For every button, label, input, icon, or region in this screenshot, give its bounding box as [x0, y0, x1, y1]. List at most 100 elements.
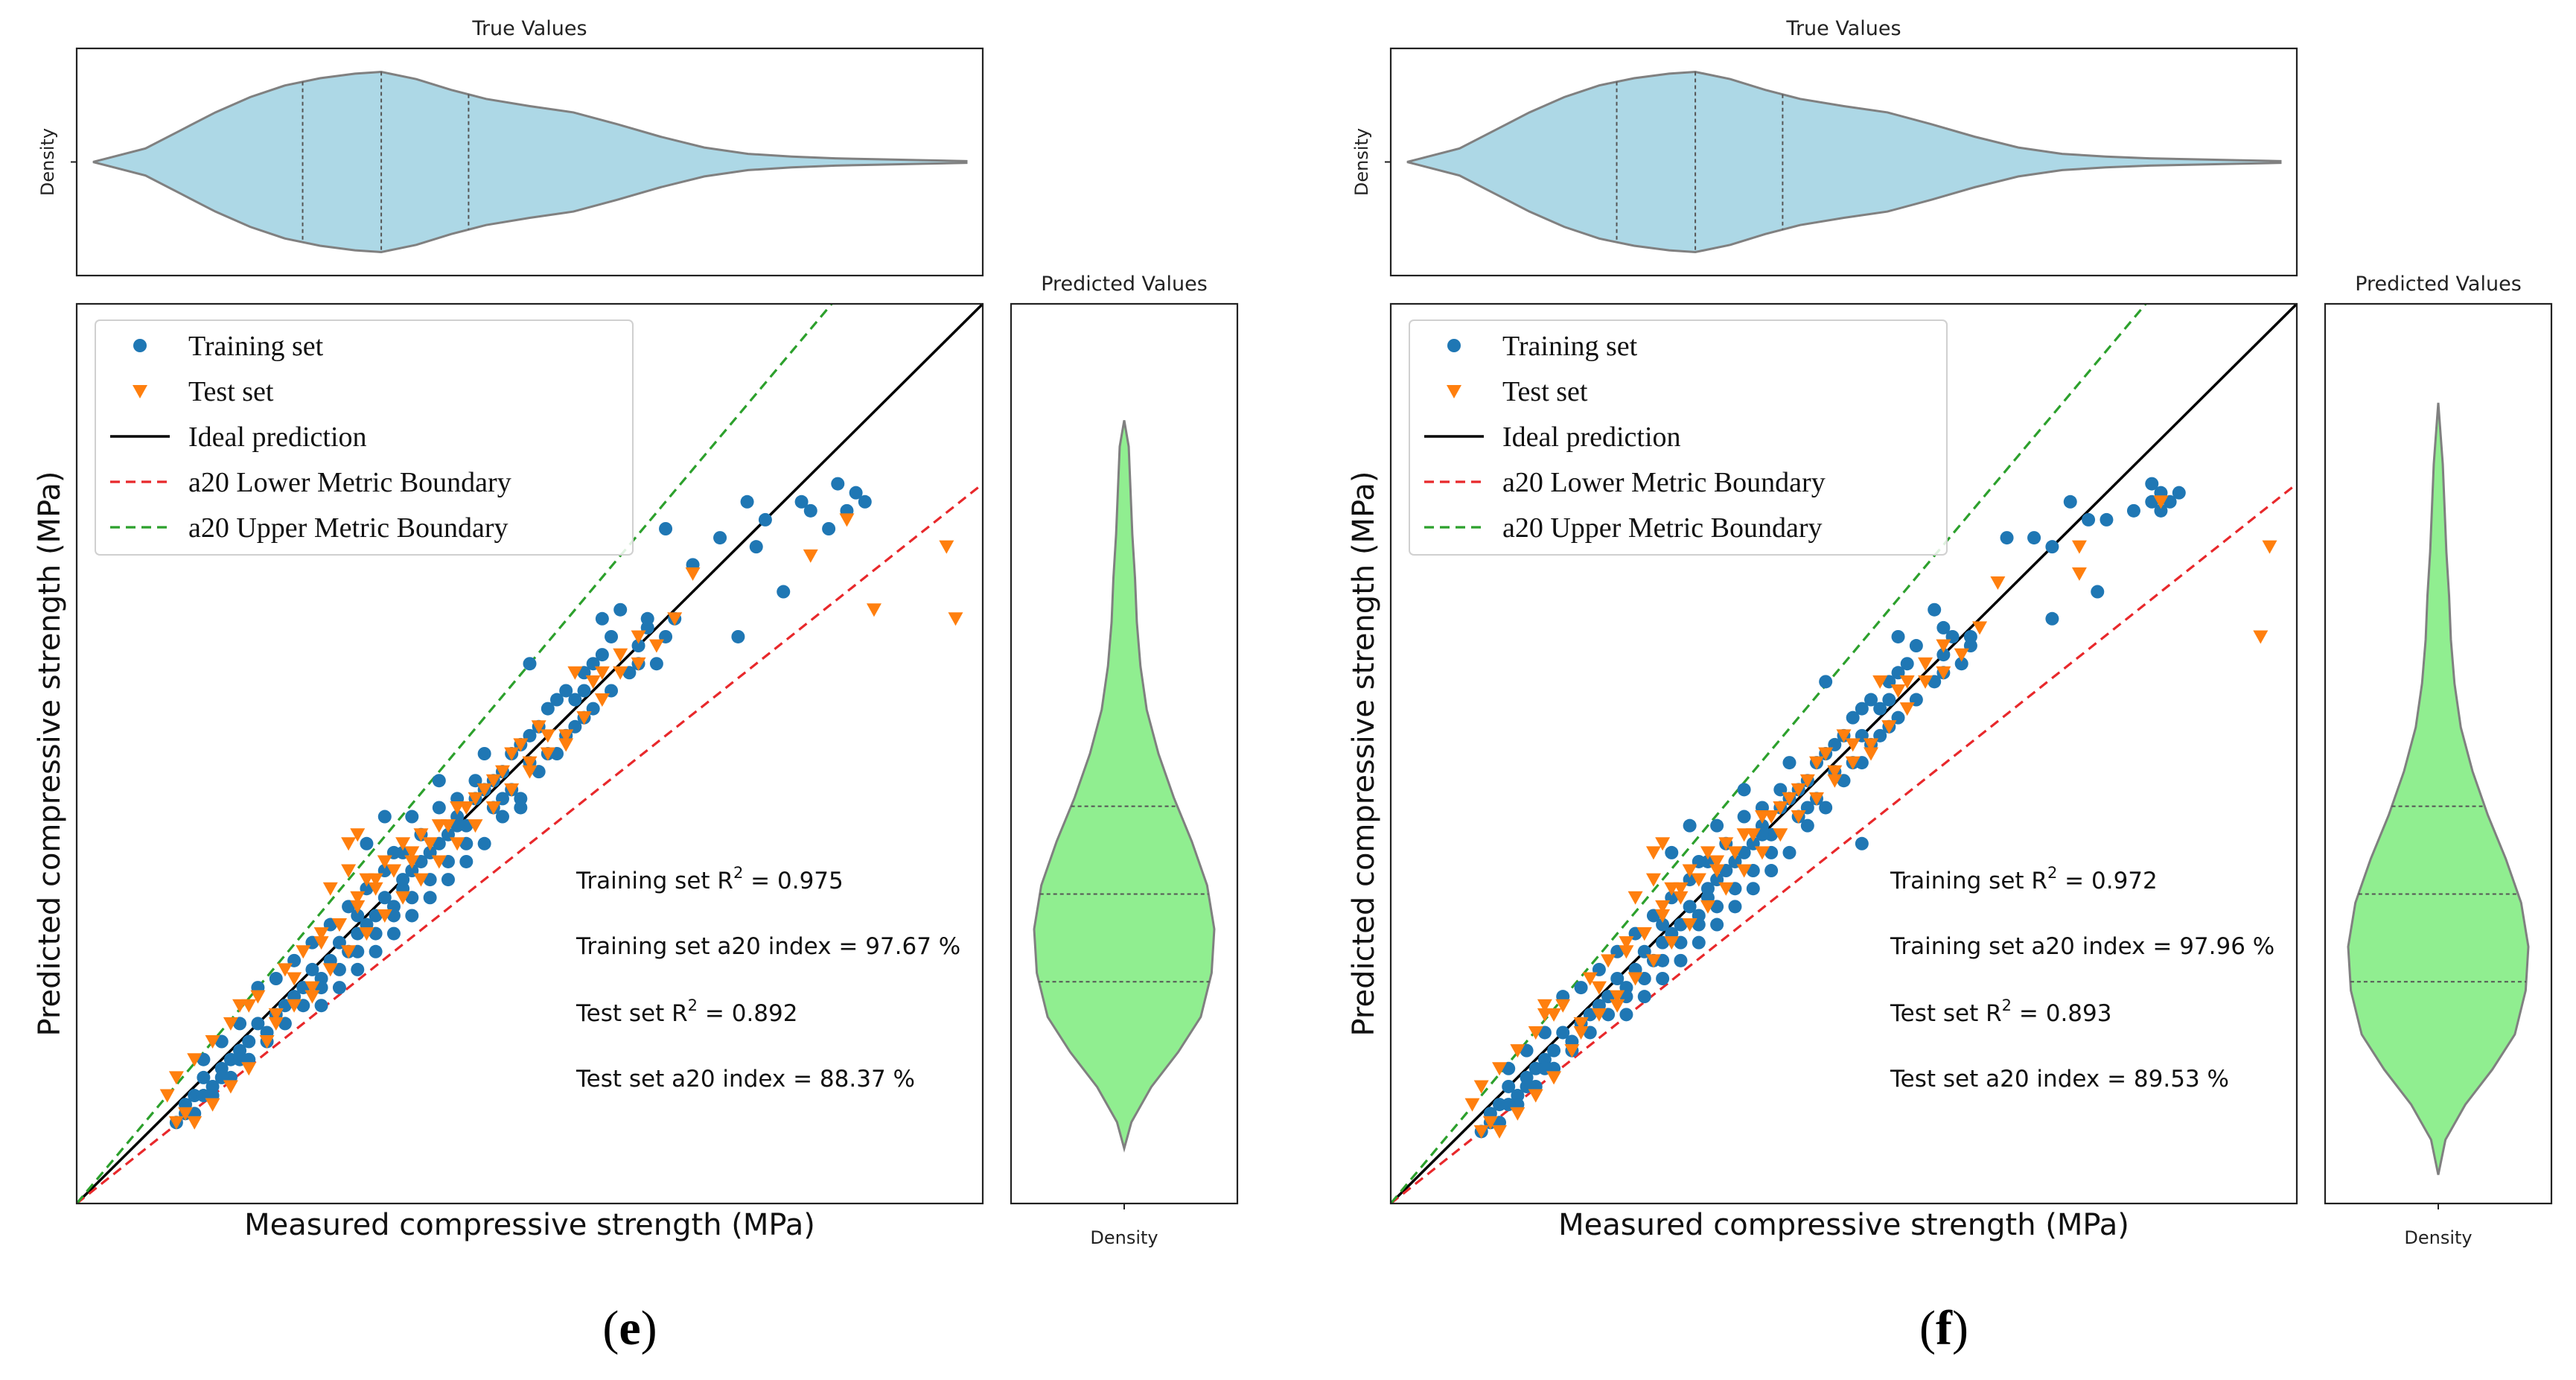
legend-box — [1409, 319, 1948, 556]
test-point — [296, 945, 311, 959]
main-axes-frame — [75, 302, 984, 1205]
test-point — [2153, 495, 2169, 509]
y-axis-label: Predicted compressive strength (MPa) — [1347, 471, 1381, 1036]
test-point — [1510, 1044, 1525, 1058]
predicted-values-violin — [2347, 402, 2530, 1175]
training-point — [1737, 783, 1751, 797]
training-point — [1728, 900, 1742, 914]
panel-letter: (f) — [1919, 1301, 1968, 1355]
training-point — [2091, 585, 2105, 599]
legend-label: Training set — [188, 331, 324, 362]
paren-close: ) — [641, 1301, 657, 1355]
training-point — [242, 1034, 256, 1049]
training-point — [1873, 702, 1887, 716]
test-r2-label: Test set R — [1890, 1000, 2002, 1027]
test-point — [1754, 846, 1770, 860]
training-point — [1819, 801, 1833, 815]
test-point — [1808, 756, 1824, 770]
test-point — [1645, 873, 1661, 887]
test-point — [241, 999, 257, 1013]
test-point — [331, 918, 347, 932]
training-point — [1683, 818, 1697, 833]
test-r2-text: Test set R2 = 0.893 — [1890, 996, 2111, 1027]
test-point — [2253, 630, 2269, 644]
test-point — [1700, 846, 1715, 860]
test-point — [1745, 828, 1761, 842]
test-point — [1627, 891, 1643, 905]
test-point — [1918, 675, 1933, 689]
test-point — [1573, 1017, 1589, 1031]
test-point — [223, 1080, 238, 1094]
training-point — [595, 611, 609, 626]
test-point — [2071, 567, 2087, 581]
test-point — [540, 747, 555, 761]
test-point — [504, 783, 520, 797]
training-point — [1737, 810, 1751, 824]
top-violin-ylabel: Density — [37, 128, 58, 196]
legend-training-marker — [133, 339, 147, 352]
test-point — [948, 612, 963, 626]
test-point — [1808, 792, 1824, 806]
training-point — [1900, 657, 1914, 671]
train-r2-value: = 0.975 — [743, 868, 843, 894]
test-point — [1700, 900, 1715, 914]
training-point — [1619, 1008, 1633, 1022]
test-point — [1546, 1008, 1562, 1022]
test-point — [1718, 882, 1734, 896]
training-point — [1819, 675, 1833, 689]
test-point — [513, 738, 529, 752]
test-point — [631, 657, 646, 671]
training-point — [1855, 702, 1869, 716]
training-point — [858, 495, 872, 509]
test-point — [322, 963, 338, 977]
side-violin-title: Predicted Values — [2355, 273, 2522, 296]
training-point — [1928, 602, 1942, 617]
training-point — [1700, 882, 1715, 896]
test-point — [803, 549, 818, 563]
training-point — [1710, 818, 1724, 833]
test-point — [1601, 954, 1616, 968]
test-point — [313, 936, 329, 950]
training-point — [822, 522, 836, 535]
test-point — [205, 1098, 220, 1112]
legend-training-marker — [1447, 339, 1461, 352]
test-point — [685, 567, 701, 581]
training-point — [405, 909, 419, 923]
training-point — [1855, 836, 1869, 850]
test-point — [1818, 747, 1834, 761]
test-point — [1899, 702, 1915, 716]
test-point — [277, 963, 293, 977]
test-point — [594, 666, 610, 680]
training-point — [523, 657, 537, 671]
test-point — [404, 846, 420, 860]
test-point — [866, 603, 881, 617]
test-point — [1918, 657, 1933, 671]
test-point — [1645, 846, 1661, 860]
test-point — [1791, 810, 1806, 824]
panel-f: Measured compressive strength (MPa) Predi… — [1347, 17, 2553, 1355]
true-values-violin — [92, 70, 968, 254]
training-point — [1963, 629, 1977, 643]
test-point — [540, 729, 555, 743]
test-point — [168, 1071, 184, 1085]
test-point — [1836, 729, 1852, 743]
test-point — [558, 738, 574, 752]
test-point — [1764, 810, 1779, 824]
training-point — [1556, 1026, 1570, 1040]
test-point — [1619, 936, 1634, 950]
side-violin-xlabel: Density — [1090, 1227, 1158, 1248]
test-point — [585, 675, 601, 689]
legend-label: Ideal prediction — [1502, 422, 1681, 453]
test-point — [1473, 1080, 1489, 1094]
test-point — [1682, 918, 1697, 932]
training-point — [432, 801, 446, 815]
test-point — [350, 828, 366, 842]
training-point — [1547, 1043, 1561, 1058]
training-point — [351, 962, 365, 976]
test-point — [341, 864, 357, 878]
training-point — [2145, 477, 2159, 491]
test-point — [576, 711, 592, 725]
training-point — [2126, 503, 2140, 518]
training-point — [1782, 756, 1796, 770]
